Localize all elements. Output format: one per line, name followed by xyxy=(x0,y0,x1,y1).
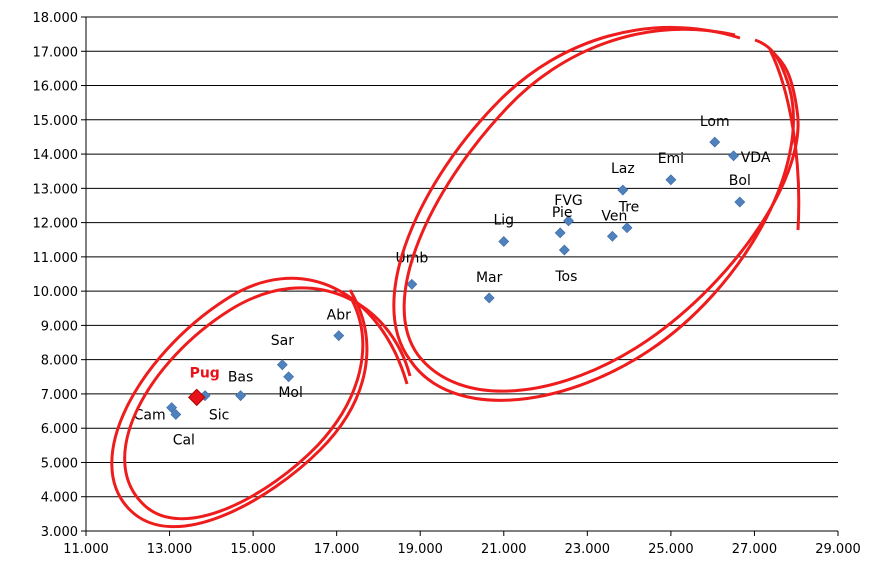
data-points xyxy=(166,136,746,420)
point-label-bol: Bol xyxy=(729,173,751,189)
point-marker-bas xyxy=(235,390,247,402)
south-cluster-ellipse-stroke-2 xyxy=(123,286,412,521)
point-label-laz: Laz xyxy=(611,161,635,177)
north-cluster-ellipse-stroke-2 xyxy=(402,27,801,393)
x-tick-label: 23.000 xyxy=(565,542,611,557)
y-tick-label: 16.000 xyxy=(33,80,79,95)
point-marker-tre xyxy=(621,222,633,234)
gridlines xyxy=(86,16,838,532)
point-label-mar: Mar xyxy=(476,270,503,286)
x-tick-label: 25.000 xyxy=(648,542,694,557)
y-tick-label: 4.000 xyxy=(41,491,78,506)
y-tick-label: 15.000 xyxy=(33,114,79,129)
point-label-emi: Emi xyxy=(658,151,684,167)
point-marker-sar xyxy=(276,359,288,371)
x-tick-label: 19.000 xyxy=(397,542,443,557)
point-label-tre: Tre xyxy=(618,200,640,216)
point-label-lig: Lig xyxy=(493,212,514,228)
y-tick-label: 17.000 xyxy=(33,45,79,60)
point-marker-abr xyxy=(333,330,345,342)
y-tick-label: 10.000 xyxy=(33,285,79,300)
x-tick-label: 13.000 xyxy=(147,542,193,557)
x-tick-label: 11.000 xyxy=(63,542,109,557)
point-marker-bol xyxy=(734,196,746,208)
point-marker-vda xyxy=(728,150,739,162)
y-tick-label: 14.000 xyxy=(33,148,79,163)
point-marker-umb xyxy=(406,278,418,290)
point-marker-cal xyxy=(170,409,182,420)
point-label-cal: Cal xyxy=(173,432,195,448)
annotation-ellipses xyxy=(110,26,801,529)
x-tick-label: 21.000 xyxy=(481,542,527,557)
point-marker-lom xyxy=(709,136,721,148)
y-tick-label: 8.000 xyxy=(41,354,78,369)
y-tick-label: 7.000 xyxy=(41,388,78,403)
point-label-sic: Sic xyxy=(209,408,229,424)
point-marker-pug xyxy=(188,388,206,407)
north-cluster-ellipse xyxy=(392,26,795,402)
point-label-pug: Pug xyxy=(190,365,220,381)
point-label-cam: Cam xyxy=(134,408,166,424)
axes xyxy=(81,16,839,536)
y-tick-label: 9.000 xyxy=(41,319,78,334)
point-marker-lig xyxy=(498,236,510,247)
point-label-abr: Abr xyxy=(327,308,351,324)
y-tick-label: 6.000 xyxy=(41,422,78,437)
point-label-bas: Bas xyxy=(228,370,253,386)
x-tick-label: 17.000 xyxy=(314,542,360,557)
point-marker-emi xyxy=(665,174,677,186)
point-marker-tos xyxy=(558,244,570,256)
point-marker-fvg xyxy=(563,215,574,227)
point-label-fvg: FVG xyxy=(554,193,582,209)
y-tick-label: 3.000 xyxy=(41,525,78,540)
point-marker-mol xyxy=(283,371,295,383)
y-tick-label: 5.000 xyxy=(41,456,78,471)
y-tick-label: 12.000 xyxy=(33,217,79,232)
x-tick-labels: 11.000 13.000 15.000 17.000 19.000 21.000 23.0… xyxy=(63,542,861,557)
point-label-pie: Pie xyxy=(552,205,573,221)
point-label-ven: Ven xyxy=(601,208,627,224)
x-tick-label: 27.000 xyxy=(732,542,778,557)
south-cluster-ellipse xyxy=(110,276,409,529)
point-marker-cam xyxy=(166,402,178,414)
point-marker-pie xyxy=(554,227,566,239)
point-label-mol: Mol xyxy=(278,385,303,401)
y-tick-label: 18.000 xyxy=(33,11,79,26)
point-label-lom: Lom xyxy=(700,114,730,130)
y-tick-labels: 3.000 4.000 5.000 6.000 7.000 8.000 9.000 10.00… xyxy=(33,11,79,540)
x-tick-label: 15.000 xyxy=(230,542,276,557)
point-marker-mar xyxy=(483,292,495,304)
y-tick-label: 11.000 xyxy=(33,251,79,266)
x-tick-label: 29.000 xyxy=(815,542,861,557)
y-tick-label: 13.000 xyxy=(33,182,79,197)
point-label-vda: VDA xyxy=(741,150,771,166)
point-label-tos: Tos xyxy=(554,269,577,285)
point-marker-ven xyxy=(606,230,618,242)
point-label-sar: Sar xyxy=(271,333,294,349)
point-marker-laz xyxy=(617,184,629,196)
